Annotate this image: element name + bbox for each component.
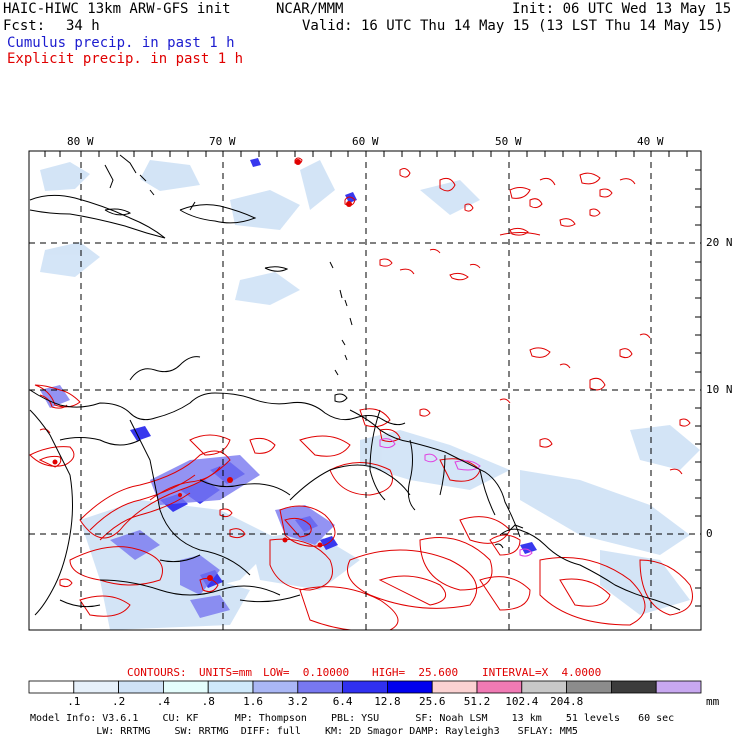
lon-label-80w: 80 W [67, 135, 94, 148]
colorbar-box [297, 680, 343, 694]
colorbar-tick-label: 6.4 [332, 695, 353, 708]
explicit-precip-cores [52, 159, 352, 581]
colorbar-box [386, 680, 433, 694]
title-left: HAIC-HIWC 13km ARW-GFS init [3, 1, 231, 17]
colorbar [28, 680, 702, 694]
heavy-precip-patches [379, 438, 533, 557]
contours-high: HIGH= 25.600 [372, 666, 459, 679]
lon-label-70w: 70 W [209, 135, 236, 148]
lat-lon-grid [29, 151, 701, 630]
contours-label: CONTOURS: [127, 666, 187, 679]
model-info-line2: LW: RRTMG SW: RRTMG DIFF: full KM: 2D Sm… [30, 726, 578, 737]
explicit-precip-contours [29, 157, 693, 630]
lat-label-20n: 20 N [706, 236, 733, 249]
colorbar-box [521, 680, 567, 694]
contours-units: UNITS=mm [199, 666, 252, 679]
colorbar-box [431, 680, 478, 694]
lon-label-60w: 60 W [352, 135, 379, 148]
colorbar-box [118, 680, 164, 694]
colorbar-tick-label: 51.2 [463, 695, 491, 708]
map-ticks [44, 151, 701, 607]
lat-label-10n: 10 N [706, 383, 733, 396]
title-center: NCAR/MMM [276, 1, 344, 17]
valid-text: Valid: 16 UTC Thu 14 May 15 (13 LST Thu … [302, 18, 724, 34]
contours-low: LOW= 0.10000 [263, 666, 350, 679]
cumulus-precip-legend: Cumulus precip. in past 1 h [7, 35, 235, 51]
colorbar-box [252, 680, 299, 694]
colorbar-tick-label: 25.6 [419, 695, 446, 708]
colorbar-box [655, 680, 702, 694]
colorbar-box [342, 680, 388, 694]
lon-label-40w: 40 W [637, 135, 664, 148]
lat-label-0: 0 [706, 527, 713, 540]
colorbar-box [566, 680, 612, 694]
lon-label-50w: 50 W [495, 135, 522, 148]
colorbar-tick-label: .1 [67, 695, 81, 708]
contours-interval: INTERVAL=X 4.0000 [482, 666, 602, 679]
colorbar-tick-label: 3.2 [287, 695, 308, 708]
colorbar-box [73, 680, 120, 694]
colorbar-box [207, 680, 254, 694]
model-info-line1: Model Info: V3.6.1 CU: KF MP: Thompson P… [30, 713, 675, 724]
colorbar-unit: mm [706, 695, 720, 708]
colorbar-tick-label: 204.8 [550, 695, 584, 708]
colorbar-tick-label: .2 [112, 695, 126, 708]
colorbar-box [611, 680, 657, 694]
colorbar-tick-label: .4 [156, 695, 171, 708]
colorbar-box [162, 680, 209, 694]
colorbar-box [476, 680, 523, 694]
explicit-precip-legend: Explicit precip. in past 1 h [7, 51, 244, 67]
colorbar-tick-label: 1.6 [243, 695, 263, 708]
init-text: Init: 06 UTC Wed 13 May 15 [512, 1, 732, 17]
coastlines [29, 154, 681, 616]
cumulus-precip-mid [40, 385, 335, 618]
fcst-label: Fcst: [3, 18, 46, 34]
cumulus-precip-shading [40, 160, 700, 630]
colorbar-tick-label: 12.8 [374, 695, 401, 708]
fcst-value: 34 h [66, 18, 100, 34]
colorbar-tick-label: 102.4 [505, 695, 539, 708]
colorbar-tick-label: .8 [201, 695, 215, 708]
colorbar-box [28, 680, 75, 694]
map-frame [28, 150, 702, 631]
